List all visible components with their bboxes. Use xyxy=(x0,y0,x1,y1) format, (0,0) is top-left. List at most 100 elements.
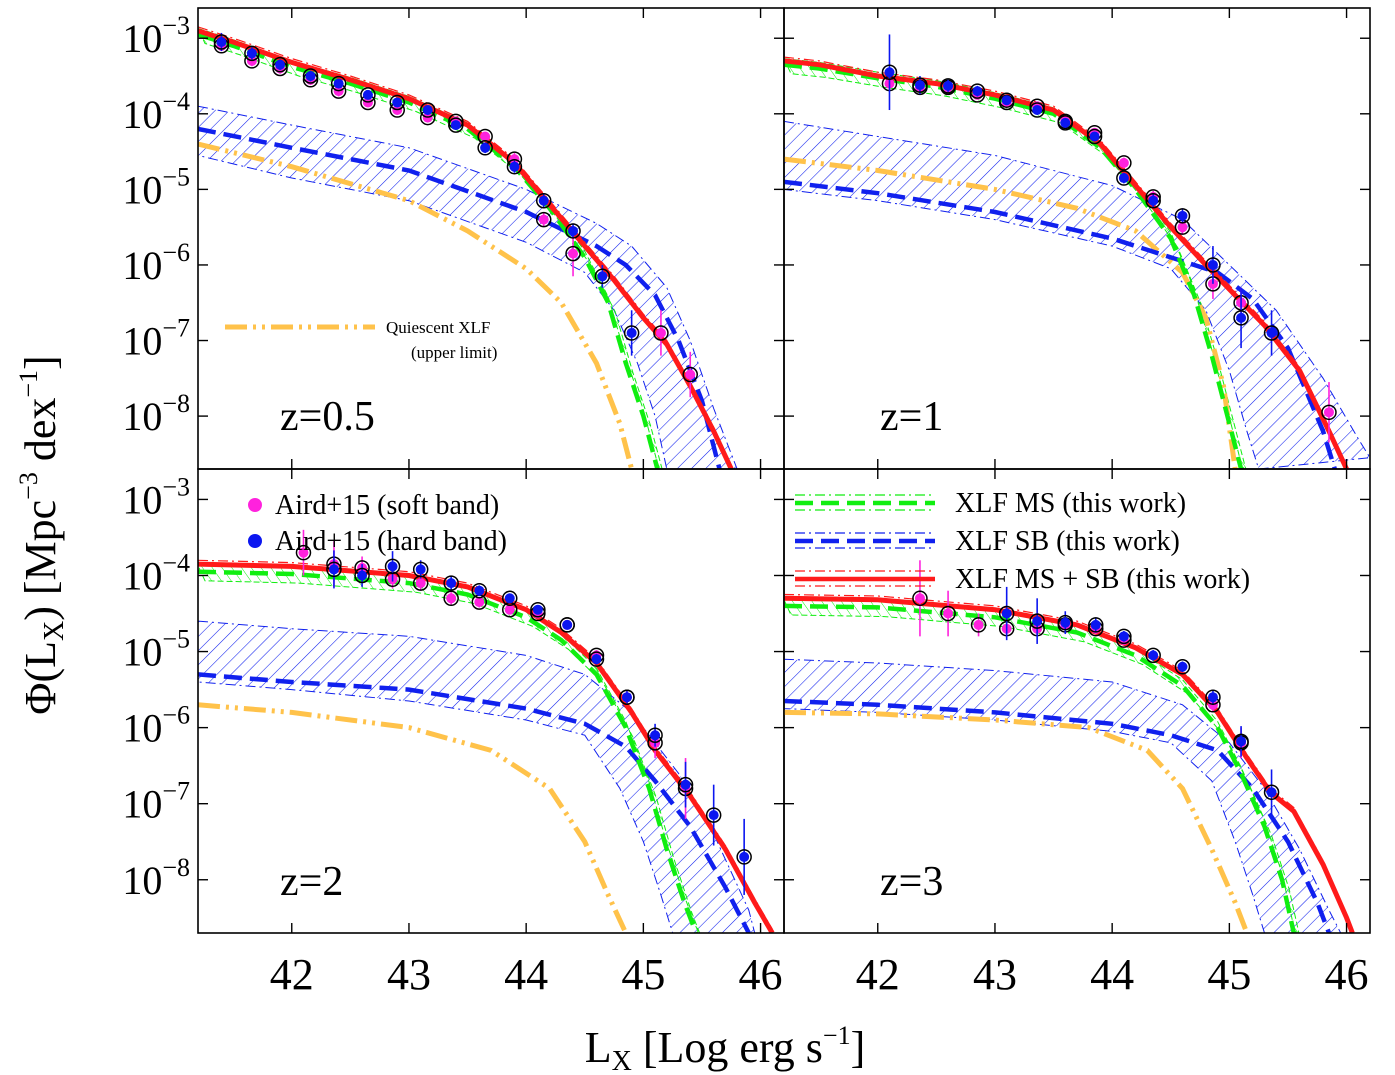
sb-xlf-line xyxy=(784,179,1337,469)
x-tick-label: 44 xyxy=(504,950,548,999)
hard-band-ring xyxy=(559,617,575,633)
hard-band-ring xyxy=(326,561,342,578)
model-legend-label: XLF MS + SB (this work) xyxy=(955,564,1250,595)
sb-xlf-line xyxy=(784,698,1332,933)
hard-band-ring xyxy=(969,83,986,99)
hard-band-point xyxy=(1207,692,1218,703)
hard-band-ring xyxy=(302,68,319,84)
hard-band-ring xyxy=(330,75,347,92)
hard-band-ring xyxy=(940,78,956,94)
y-tick-base: 10 xyxy=(122,858,162,903)
hard-band-ring xyxy=(1174,208,1191,224)
y-tick-label: 10−8 xyxy=(122,389,190,439)
hard-band-point xyxy=(708,810,719,821)
y-tick-base: 10 xyxy=(122,630,162,675)
hard-band-ring xyxy=(506,158,523,175)
hard-band-point xyxy=(357,570,368,581)
hard-band-ring xyxy=(535,192,552,209)
hard-band-ring xyxy=(705,807,722,823)
hard-band-point xyxy=(422,105,433,116)
soft-band-point xyxy=(446,593,457,604)
quiescent-legend-label: Quiescent XLF xyxy=(386,318,490,337)
hard-band-ring xyxy=(360,87,376,103)
hard-band-point xyxy=(1060,117,1071,128)
hard-band-point xyxy=(1001,95,1012,106)
hard-band-point xyxy=(305,71,316,82)
hard-band-ring xyxy=(588,651,605,667)
sb-uncertainty-band xyxy=(198,105,738,469)
y-tick-base: 10 xyxy=(122,92,162,137)
hard-band-ring xyxy=(1205,257,1221,273)
soft-band-point xyxy=(415,578,426,589)
hard-band-point xyxy=(568,225,579,236)
soft-band-point xyxy=(1323,407,1334,418)
hard-band-ring xyxy=(1057,614,1074,631)
hard-band-point xyxy=(884,67,895,78)
y-tick-exponent: −7 xyxy=(162,314,190,343)
hard-band-point xyxy=(1148,650,1159,661)
hard-band-point xyxy=(591,654,602,665)
y-axis-label: Φ(LX) [Mpc−3 dex−1] xyxy=(14,355,70,714)
panel-z-2: 10−310−410−510−610−710−842 43 44 45 46z=2 xyxy=(122,468,785,999)
soft-band-point xyxy=(973,619,984,630)
soft-band-ring xyxy=(295,544,312,561)
hard-band-point xyxy=(1060,617,1071,628)
y-tick-base: 10 xyxy=(122,243,162,288)
hard-band-ring xyxy=(881,64,898,80)
quiescent-xlf-line xyxy=(198,702,629,933)
hard-band-ring xyxy=(1029,613,1045,629)
point-legend-marker xyxy=(248,498,262,512)
hard-band-point xyxy=(474,585,485,596)
y-tick-exponent: −6 xyxy=(162,238,190,267)
soft-band-point xyxy=(298,547,309,558)
hard-band-ring xyxy=(647,727,663,743)
y-tick-label: 10−5 xyxy=(122,162,190,212)
hard-band-ring xyxy=(677,776,694,793)
quiescent-xlf-line xyxy=(784,709,1250,933)
y-tick-exponent: −4 xyxy=(162,87,190,116)
hard-band-point xyxy=(392,97,403,108)
hard-band-point xyxy=(1207,259,1218,270)
hard-band-ring xyxy=(1263,325,1280,341)
soft-band-point xyxy=(538,214,549,225)
hard-band-point xyxy=(739,851,750,862)
panel-z-1: z=1 xyxy=(783,7,1371,470)
x-tick-label: 43 xyxy=(387,950,431,999)
hard-band-ring xyxy=(594,268,611,285)
y-tick-label: 10−3 xyxy=(122,11,190,61)
hard-band-point xyxy=(1266,327,1277,338)
plot-area xyxy=(784,34,1370,469)
hard-band-ring xyxy=(565,223,581,239)
hard-band-point xyxy=(626,327,637,338)
total-xlf-upper-line xyxy=(784,593,1353,930)
hard-band-point xyxy=(216,37,227,48)
hard-band-ring xyxy=(1174,659,1191,675)
point-legend-label: Aird+15 (soft band) xyxy=(275,490,499,521)
soft-band-ring xyxy=(940,605,956,622)
hard-band-point xyxy=(597,271,608,282)
hard-band-ring xyxy=(412,561,429,578)
panel-z-3: 42 43 44 45 46 z=3 xyxy=(783,468,1371,999)
model-legend-label: XLF SB (this work) xyxy=(955,526,1180,557)
soft-band-ring xyxy=(565,245,581,262)
x-tick-label: 42 xyxy=(270,950,314,999)
hard-band-ring xyxy=(384,558,401,575)
hard-band-ring xyxy=(244,45,260,62)
soft-band-ring xyxy=(970,617,987,633)
hard-band-ring xyxy=(502,590,518,607)
hard-band-ring xyxy=(1116,628,1132,645)
y-tick-base: 10 xyxy=(122,553,162,598)
y-tick-label: 10−6 xyxy=(122,701,190,751)
y-tick-label: 10−3 xyxy=(122,472,190,522)
y-tick-base: 10 xyxy=(122,394,162,439)
hard-band-ring xyxy=(448,117,464,133)
hard-band-ring xyxy=(477,140,493,156)
hard-band-point xyxy=(509,161,520,172)
soft-band-point xyxy=(655,327,666,338)
hard-band-point xyxy=(1090,619,1101,630)
hard-band-ring xyxy=(1233,310,1249,326)
hard-band-point xyxy=(650,730,661,741)
hard-band-point xyxy=(1266,787,1277,798)
point-legend-marker xyxy=(248,534,262,548)
